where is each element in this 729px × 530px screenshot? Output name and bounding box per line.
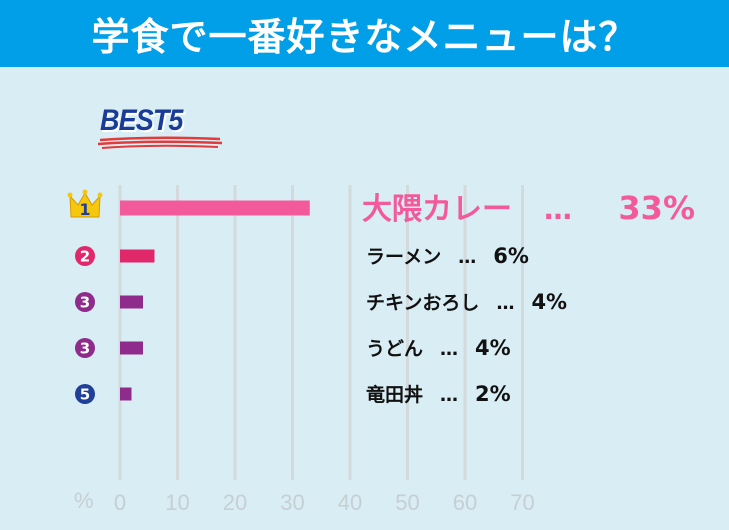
x-tick-label: 30: [280, 490, 304, 515]
header-bar: 学食で一番好きなメニューは？: [0, 0, 729, 67]
rank-number: 1: [79, 200, 90, 219]
data-label: 4%: [531, 290, 567, 314]
category-label: 竜田丼: [366, 383, 423, 406]
category-label: うどん: [366, 338, 423, 360]
x-tick-label: 40: [338, 490, 362, 515]
crown-jewel: [82, 189, 88, 195]
page-title: 学食で一番好きなメニューは？: [91, 15, 638, 59]
rank-badge: [75, 384, 95, 404]
x-tick-label: 70: [510, 490, 534, 515]
separator: …: [496, 293, 514, 314]
data-label: 4%: [475, 336, 511, 360]
x-tick-label: 10: [165, 490, 189, 515]
x-axis-unit-label: %: [74, 488, 94, 513]
separator: …: [458, 247, 476, 268]
category-label: チキンおろし: [366, 292, 479, 314]
rank-number: 3: [80, 340, 90, 358]
best5-underline: [97, 136, 223, 149]
separator: …: [440, 385, 458, 406]
rank-number: 5: [80, 386, 90, 404]
best5-label: BEST5: [100, 104, 183, 137]
bar: [120, 341, 143, 355]
data-label: 6%: [493, 244, 529, 268]
category-label: ラーメン: [366, 246, 441, 268]
bar: [120, 249, 155, 263]
separator: …: [440, 339, 458, 360]
bar: [120, 387, 132, 401]
bar: [120, 200, 310, 216]
crown-jewel: [67, 192, 73, 198]
category-label: 大隈カレー: [362, 192, 512, 227]
data-label: 33%: [618, 189, 695, 227]
crown-jewel: [97, 192, 103, 198]
rank-badge: [75, 338, 95, 358]
x-tick-label: 20: [223, 490, 247, 515]
x-tick-label: 50: [395, 490, 419, 515]
rank-badge: [75, 292, 95, 312]
rank-badge: [75, 246, 95, 266]
rank-number: 2: [80, 248, 90, 266]
x-tick-label: 60: [453, 490, 477, 515]
rank-number: 3: [80, 294, 90, 312]
separator: …: [544, 193, 572, 226]
data-label: 2%: [475, 382, 511, 406]
x-tick-label: 0: [114, 490, 126, 515]
bar: [120, 295, 143, 309]
crown-icon: [69, 192, 101, 218]
